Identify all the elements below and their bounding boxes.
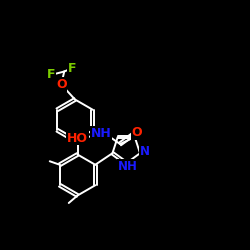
Text: NH: NH (91, 127, 112, 140)
Text: F: F (46, 68, 55, 82)
Text: O: O (56, 78, 66, 91)
Text: N: N (140, 145, 149, 158)
Text: NH: NH (118, 160, 138, 173)
Text: HO: HO (67, 132, 88, 145)
Text: F: F (68, 62, 76, 75)
Text: O: O (132, 126, 142, 139)
